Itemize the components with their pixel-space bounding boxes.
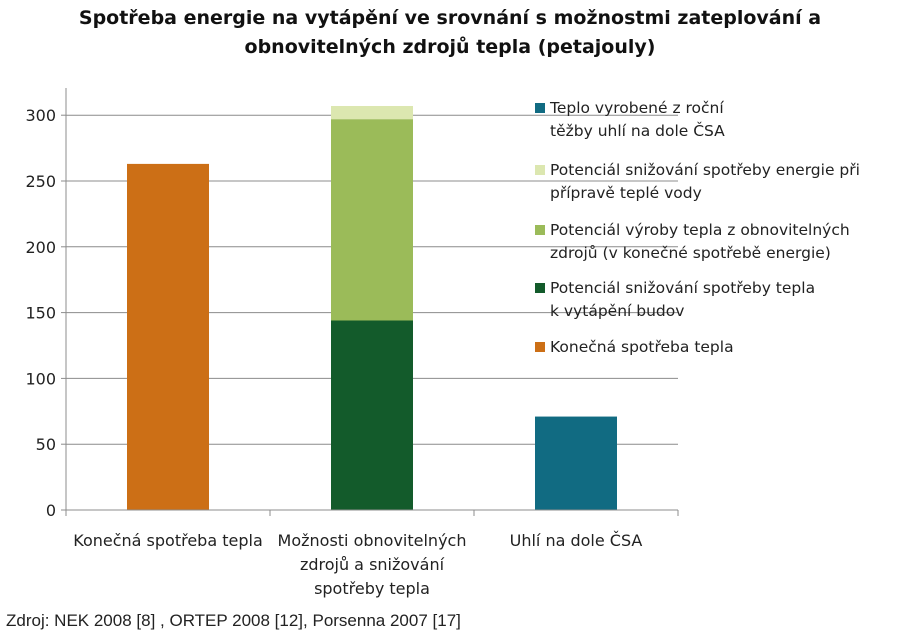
legend-label: zdrojů (v konečné spotřebě energie) bbox=[550, 244, 831, 262]
legend-label: přípravě teplé vody bbox=[550, 184, 702, 202]
bar-segment bbox=[331, 320, 413, 510]
y-tick-label: 200 bbox=[25, 238, 56, 257]
legend-swatch bbox=[535, 225, 545, 235]
bars bbox=[127, 105, 617, 510]
legend-label: Potenciál snižování spotřeby tepla bbox=[550, 279, 815, 297]
bar-segment bbox=[127, 163, 209, 510]
y-tick-label: 100 bbox=[25, 369, 56, 388]
source-note: Zdroj: NEK 2008 [8] , ORTEP 2008 [12], P… bbox=[6, 611, 461, 630]
chart-title: Spotřeba energie na vytápění ve srovnání… bbox=[0, 4, 900, 62]
legend-swatch bbox=[535, 283, 545, 293]
chart-title-line-2: obnovitelných zdrojů tepla (petajouly) bbox=[244, 36, 656, 58]
legend-label: Potenciál snižování spotřeby energie při bbox=[550, 161, 860, 179]
bar-segment bbox=[535, 416, 617, 510]
legend-label: k vytápění budov bbox=[550, 302, 684, 320]
legend-label: Potenciál výroby tepla z obnovitelných bbox=[550, 221, 850, 239]
y-tick-label: 300 bbox=[25, 106, 56, 125]
x-category-label: Uhlí na dole ČSA bbox=[510, 531, 643, 550]
bar-segment bbox=[331, 119, 413, 321]
y-tick-label: 150 bbox=[25, 304, 56, 323]
x-category-label: zdrojů a snižování bbox=[300, 555, 445, 574]
chart-title-line-1: Spotřeba energie na vytápění ve srovnání… bbox=[78, 7, 822, 29]
legend-label: těžby uhlí na dole ČSA bbox=[550, 121, 725, 140]
y-tick-label: 50 bbox=[36, 435, 56, 454]
y-tick-label: 250 bbox=[25, 172, 56, 191]
y-tick-label: 0 bbox=[46, 501, 56, 520]
legend-swatch bbox=[535, 342, 545, 352]
legend-label: Konečná spotřeba tepla bbox=[550, 338, 734, 356]
x-category-label: Možnosti obnovitelných bbox=[278, 531, 467, 550]
axes: 0 50 100 150 200 250 300 Konečná spotřeba tepla… bbox=[25, 88, 679, 598]
bar-segment bbox=[331, 105, 413, 120]
legend-label: Teplo vyrobené z roční bbox=[549, 99, 724, 117]
legend-swatch bbox=[535, 103, 545, 113]
x-category-label: spotřeby tepla bbox=[314, 579, 430, 598]
legend-swatch bbox=[535, 165, 545, 175]
x-category-label: Konečná spotřeba tepla bbox=[73, 531, 263, 550]
legend: Teplo vyrobené z roční těžby uhlí na dole… bbox=[535, 99, 860, 356]
